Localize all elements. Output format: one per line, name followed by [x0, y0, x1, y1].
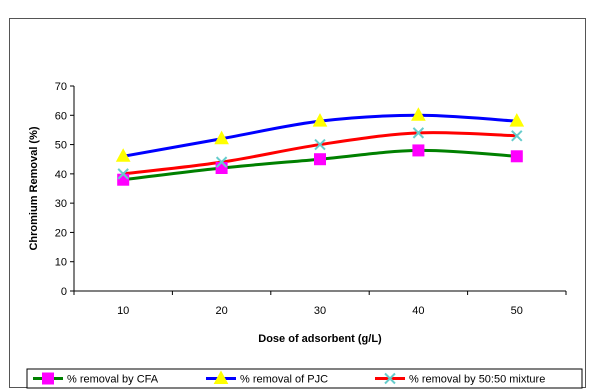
x-axis: 10 20 30 40 50 [73, 290, 567, 317]
legend-label: % removal of PJC [240, 374, 328, 386]
legend-label: % removal by 50:50 mixture [409, 374, 545, 386]
legend-entry: % removal of PJC [206, 370, 328, 386]
x-tick-label: 40 [412, 305, 424, 317]
legend-entry: % removal by 50:50 mixture [375, 372, 545, 386]
data-point [511, 130, 523, 142]
y-tick-label: 20 [55, 227, 67, 239]
data-point [314, 138, 326, 151]
series-markers-1 [115, 107, 525, 162]
data-point [215, 162, 228, 174]
x-tick-label: 20 [215, 305, 227, 317]
y-tick-label: 30 [55, 198, 67, 210]
y-tick-label: 0 [61, 286, 67, 298]
y-tick-label: 60 [55, 110, 67, 122]
data-point [411, 107, 426, 121]
legend-label: % removal by CFA [67, 374, 159, 386]
data-point [215, 156, 228, 168]
series-markers-2 [117, 127, 523, 180]
data-point [314, 153, 326, 166]
data-point [117, 168, 129, 180]
legend-marker [213, 370, 229, 384]
y-axis: 0 10 20 30 40 50 60 70 [55, 81, 75, 298]
x-tick-label: 50 [511, 305, 523, 317]
y-tick-label: 50 [55, 140, 67, 152]
y-tick-label: 70 [55, 81, 67, 93]
x-tick-label: 10 [117, 305, 129, 317]
legend: % removal by CFA % removal of PJC % remova… [26, 368, 583, 389]
chart-frame [9, 18, 586, 388]
data-point [312, 113, 328, 127]
legend-entry: % removal by CFA [33, 372, 159, 386]
x-tick-label: 30 [314, 305, 326, 317]
legend-marker [42, 372, 54, 385]
data-point [117, 173, 130, 186]
y-axis-title: Chromium Removal (%) [28, 126, 40, 250]
legend-box [26, 368, 583, 389]
data-point [214, 130, 229, 145]
data-point [412, 127, 425, 139]
series-layer [115, 107, 525, 186]
data-point [509, 113, 525, 127]
data-point [510, 150, 523, 163]
data-point [115, 148, 131, 162]
y-tick-label: 40 [55, 169, 67, 181]
x-axis-title: Dose of adsorbent (g/L) [258, 333, 382, 345]
y-tick-label: 10 [55, 257, 67, 269]
data-point [412, 144, 425, 157]
legend-marker [384, 372, 396, 385]
